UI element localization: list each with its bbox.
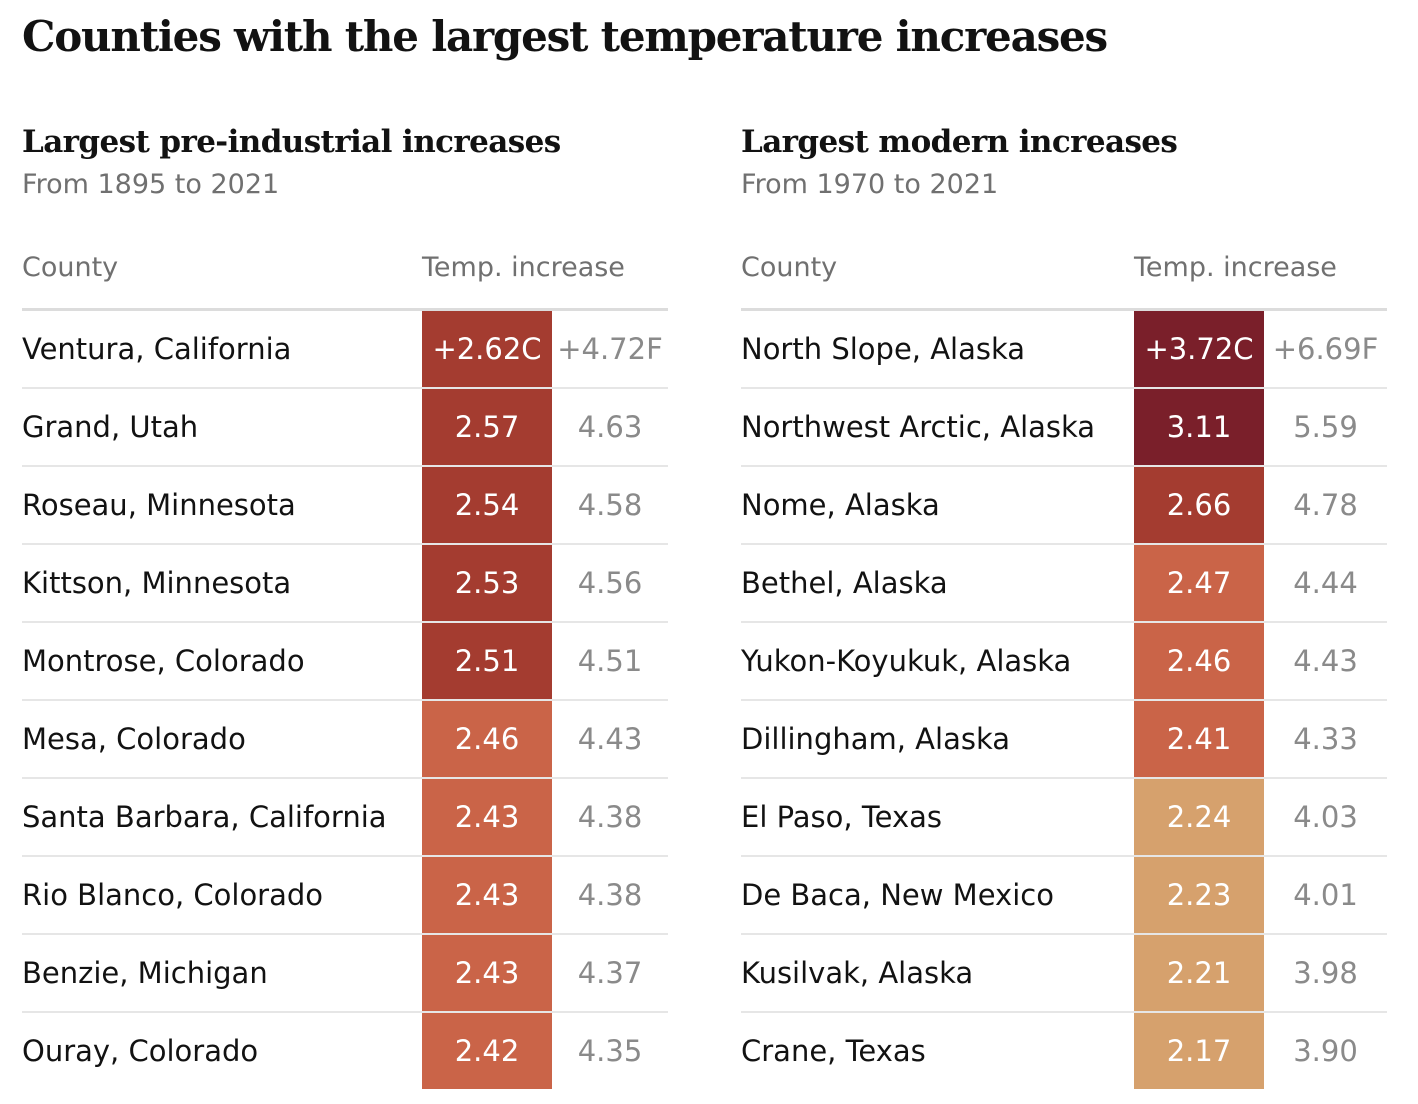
pre-industrial-table: County Temp. increase Ventura, Californi… xyxy=(22,252,668,1089)
panel-title: Largest modern increases xyxy=(741,124,1178,160)
header-row: County Temp. increase xyxy=(22,252,668,311)
celsius-cell: 2.57 xyxy=(422,388,552,467)
fahrenheit-cell: 4.43 xyxy=(1264,622,1387,701)
table-row: Northwest Arctic, Alaska 3.11 5.59 xyxy=(741,388,1387,467)
table-row: Roseau, Minnesota 2.54 4.58 xyxy=(22,466,668,545)
fahrenheit-cell: 3.90 xyxy=(1293,1034,1358,1068)
pre-industrial-panel: Largest pre-industrial increases From 18… xyxy=(22,122,668,1089)
county-cell: Bethel, Alaska xyxy=(741,544,1134,623)
fahrenheit-cell: 4.03 xyxy=(1264,778,1387,857)
county-cell: Montrose, Colorado xyxy=(22,622,422,701)
celsius-cell: 2.43 xyxy=(422,934,552,1013)
county-cell: Northwest Arctic, Alaska xyxy=(741,388,1134,467)
temp-increase-column-header: Temp. increase xyxy=(422,252,668,311)
table-row: Crane, Texas 2.17 3.90 xyxy=(741,1012,1387,1089)
table-row: Grand, Utah 2.57 4.63 xyxy=(22,388,668,467)
table-body: North Slope, Alaska +3.72C +6.69F Northwest… xyxy=(741,309,1387,1089)
table-row: Santa Barbara, California 2.43 4.38 xyxy=(22,778,668,857)
table-row: Kittson, Minnesota 2.53 4.56 xyxy=(22,544,668,623)
county-cell: Kusilvak, Alaska xyxy=(741,934,1134,1013)
fahrenheit-cell: 4.51 xyxy=(552,622,668,701)
celsius-cell: 2.43 xyxy=(422,778,552,857)
table-row: North Slope, Alaska +3.72C +6.69F xyxy=(741,309,1387,389)
county-cell: Ventura, California xyxy=(22,309,422,389)
county-cell: Ouray, Colorado xyxy=(22,1034,259,1068)
fahrenheit-cell: 4.01 xyxy=(1264,856,1387,935)
table-row: Ouray, Colorado 2.42 4.35 xyxy=(22,1012,668,1089)
modern-table: County Temp. increase North Slope, Alask… xyxy=(741,252,1387,1089)
table-body: Ventura, California +2.62C +4.72F Grand, Ut… xyxy=(22,309,668,1089)
celsius-cell: 2.17 xyxy=(1134,1012,1264,1089)
fahrenheit-cell: 4.43 xyxy=(552,700,668,779)
fahrenheit-cell: 4.78 xyxy=(1264,466,1387,545)
celsius-cell: +2.62C xyxy=(422,309,552,389)
county-cell: De Baca, New Mexico xyxy=(741,856,1134,935)
fahrenheit-cell: 4.58 xyxy=(552,466,668,545)
county-cell: Roseau, Minnesota xyxy=(22,466,422,545)
celsius-cell: 3.11 xyxy=(1134,388,1264,467)
county-column-header: County xyxy=(22,252,422,311)
county-cell: Kittson, Minnesota xyxy=(22,544,422,623)
county-cell: North Slope, Alaska xyxy=(741,309,1134,389)
panel-subtitle: From 1970 to 2021 xyxy=(741,169,999,200)
table-row: Kusilvak, Alaska 2.21 3.98 xyxy=(741,934,1387,1013)
fahrenheit-cell: +6.69F xyxy=(1264,309,1387,389)
celsius-cell: 2.54 xyxy=(422,466,552,545)
fahrenheit-cell: 4.56 xyxy=(552,544,668,623)
table-row: Bethel, Alaska 2.47 4.44 xyxy=(741,544,1387,623)
county-cell: Rio Blanco, Colorado xyxy=(22,856,422,935)
county-cell: Dillingham, Alaska xyxy=(741,700,1134,779)
celsius-cell: 2.53 xyxy=(422,544,552,623)
county-cell: Yukon-Koyukuk, Alaska xyxy=(741,622,1134,701)
page-title: Counties with the largest temperature in… xyxy=(22,12,1108,61)
fahrenheit-cell: 4.38 xyxy=(552,778,668,857)
table-row: De Baca, New Mexico 2.23 4.01 xyxy=(741,856,1387,935)
county-cell: Benzie, Michigan xyxy=(22,934,422,1013)
table-row: Nome, Alaska 2.66 4.78 xyxy=(741,466,1387,545)
fahrenheit-cell: 4.33 xyxy=(1264,700,1387,779)
fahrenheit-cell: 4.38 xyxy=(552,856,668,935)
fahrenheit-cell: 3.98 xyxy=(1264,934,1387,1013)
fahrenheit-cell: +4.72F xyxy=(552,309,668,389)
county-cell: Grand, Utah xyxy=(22,388,422,467)
fahrenheit-cell: 4.35 xyxy=(577,1034,643,1068)
celsius-cell: 2.47 xyxy=(1134,544,1264,623)
celsius-cell: +3.72C xyxy=(1134,309,1264,389)
celsius-cell: 2.43 xyxy=(422,856,552,935)
header-row: County Temp. increase xyxy=(741,252,1387,311)
celsius-cell: 2.66 xyxy=(1134,466,1264,545)
temp-increase-column-header: Temp. increase xyxy=(1134,252,1387,311)
county-column-header: County xyxy=(741,252,1134,311)
county-cell: Nome, Alaska xyxy=(741,466,1134,545)
county-cell: Santa Barbara, California xyxy=(22,778,422,857)
celsius-cell: 2.51 xyxy=(422,622,552,701)
celsius-cell: 2.21 xyxy=(1134,934,1264,1013)
table-row: Benzie, Michigan 2.43 4.37 xyxy=(22,934,668,1013)
table-row: Rio Blanco, Colorado 2.43 4.38 xyxy=(22,856,668,935)
table-row: Montrose, Colorado 2.51 4.51 xyxy=(22,622,668,701)
panel-subtitle: From 1895 to 2021 xyxy=(22,169,280,200)
fahrenheit-cell: 4.63 xyxy=(552,388,668,467)
fahrenheit-cell: 4.44 xyxy=(1264,544,1387,623)
table-row: Dillingham, Alaska 2.41 4.33 xyxy=(741,700,1387,779)
county-cell: El Paso, Texas xyxy=(741,778,1134,857)
celsius-cell: 2.41 xyxy=(1134,700,1264,779)
table-row: Mesa, Colorado 2.46 4.43 xyxy=(22,700,668,779)
fahrenheit-cell: 4.37 xyxy=(552,934,668,1013)
celsius-cell: 2.23 xyxy=(1134,856,1264,935)
panel-title: Largest pre-industrial increases xyxy=(22,124,561,160)
celsius-cell: 2.46 xyxy=(422,700,552,779)
county-cell: Crane, Texas xyxy=(741,1034,926,1068)
fahrenheit-cell: 5.59 xyxy=(1264,388,1387,467)
celsius-cell: 2.24 xyxy=(1134,778,1264,857)
celsius-cell: 2.46 xyxy=(1134,622,1264,701)
county-cell: Mesa, Colorado xyxy=(22,700,422,779)
table-row: Yukon-Koyukuk, Alaska 2.46 4.43 xyxy=(741,622,1387,701)
modern-panel: Largest modern increases From 1970 to 20… xyxy=(741,122,1387,1089)
table-row: Ventura, California +2.62C +4.72F xyxy=(22,309,668,389)
celsius-cell: 2.42 xyxy=(422,1012,552,1089)
table-row: El Paso, Texas 2.24 4.03 xyxy=(741,778,1387,857)
